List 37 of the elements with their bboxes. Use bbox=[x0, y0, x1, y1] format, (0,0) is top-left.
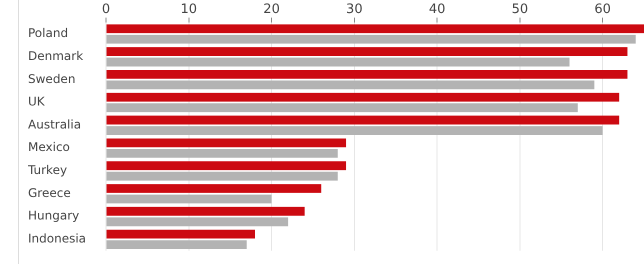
bar bbox=[106, 58, 570, 66]
x-tick-label: 20 bbox=[263, 2, 280, 18]
bar bbox=[106, 80, 594, 90]
y-tick-label: Mexico bbox=[28, 140, 70, 154]
bar bbox=[106, 184, 322, 193]
bar bbox=[106, 172, 338, 181]
bar bbox=[106, 24, 644, 34]
bar bbox=[106, 126, 603, 135]
bar bbox=[106, 230, 256, 239]
y-tick-label: Denmark bbox=[28, 48, 84, 63]
bar bbox=[106, 47, 628, 56]
y-tick-label: Greece bbox=[28, 186, 71, 200]
y-tick-label: Indonesia bbox=[28, 232, 86, 246]
x-tick-label: 50 bbox=[512, 2, 528, 18]
bar bbox=[106, 92, 620, 102]
bar bbox=[106, 240, 247, 250]
y-tick-label: Hungary bbox=[28, 208, 80, 223]
bar bbox=[106, 138, 346, 148]
bar bbox=[106, 217, 288, 226]
bar bbox=[106, 206, 305, 216]
y-tick-label: Australia bbox=[28, 117, 82, 132]
bar bbox=[106, 194, 272, 204]
bar bbox=[106, 70, 628, 79]
bar bbox=[106, 103, 578, 112]
x-tick-label: 30 bbox=[346, 2, 363, 18]
bar bbox=[106, 161, 346, 170]
x-tick-label: 40 bbox=[428, 2, 446, 18]
y-tick-label: Sweden bbox=[28, 72, 76, 86]
x-tick-label: 10 bbox=[180, 2, 198, 18]
y-tick-label: Poland bbox=[28, 26, 68, 40]
bar bbox=[106, 116, 620, 124]
bar bbox=[106, 34, 636, 44]
x-tick-label: 60 bbox=[594, 2, 611, 18]
y-tick-label: Turkey bbox=[27, 163, 68, 178]
bar bbox=[106, 148, 338, 158]
x-tick-label: 0 bbox=[102, 2, 110, 18]
y-tick-label: UK bbox=[28, 94, 46, 109]
